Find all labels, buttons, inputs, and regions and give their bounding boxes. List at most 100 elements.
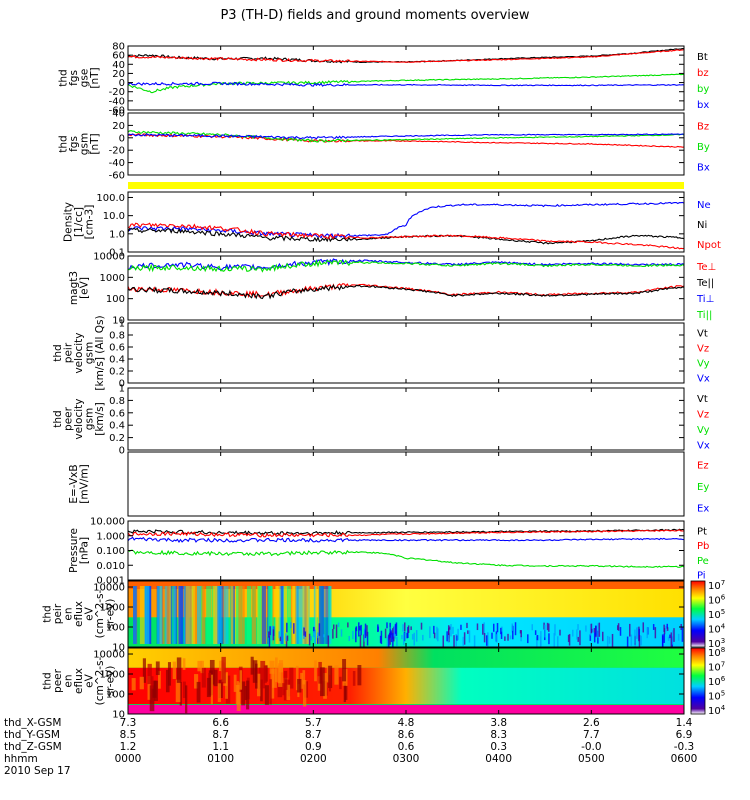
y-axis-label: thd	[57, 69, 69, 86]
spectrogram-streak	[175, 679, 181, 703]
ephemeris-label: thd_Y-GSM	[4, 729, 60, 741]
legend-vx: Vx	[697, 440, 710, 451]
ephemeris-value: -0.0	[581, 741, 602, 753]
y-axis-label: [nPa]	[78, 537, 90, 564]
spectrogram-noise	[348, 635, 351, 642]
spectrogram-streak	[296, 586, 301, 644]
spectrogram-streak	[334, 665, 339, 685]
ephemeris-value: 8.7	[305, 729, 322, 741]
spectrogram-noise	[681, 627, 684, 642]
spectrogram-noise	[531, 624, 534, 631]
spectrogram-streak	[241, 681, 246, 706]
series-bx	[127, 133, 685, 140]
spectrogram-streak	[302, 586, 305, 644]
spectrogram-noise	[642, 622, 645, 633]
legend-vt: Vt	[697, 394, 708, 405]
y-tick-label: 100.0	[96, 193, 125, 204]
y-tick-label: 10.0	[103, 211, 125, 222]
spectrogram-streak	[185, 586, 191, 644]
y-tick-label: 20	[112, 121, 125, 132]
spectrogram-streak	[179, 682, 182, 706]
ephemeris-value: 1.4	[676, 717, 693, 729]
spectrogram-noise	[404, 622, 406, 632]
y-axis-label: magt3	[68, 271, 80, 305]
spectrogram-noise	[595, 625, 597, 636]
spectrogram-streak	[155, 661, 160, 676]
spectrogram-streak	[172, 661, 177, 680]
spectrogram-streak	[133, 586, 138, 644]
spectrogram-noise	[460, 624, 462, 630]
spectrogram-noise	[452, 626, 454, 634]
spectrogram-noise	[352, 630, 354, 640]
ephemeris-value: 8.6	[398, 729, 415, 741]
panel-e-vxb: E=-VxB[mV/m] Ez Ey Ex	[68, 451, 709, 517]
spectrogram-noise	[593, 628, 596, 633]
spectrogram-streak	[131, 678, 136, 691]
spectrogram-noise	[673, 628, 675, 642]
spectrogram-noise	[406, 632, 408, 639]
spectrogram-noise	[437, 628, 439, 642]
spectrogram-noise	[303, 627, 305, 636]
spectrogram-noise	[462, 636, 465, 646]
spectrogram-noise	[304, 631, 307, 637]
spectrogram-noise	[671, 630, 674, 645]
spectrogram-noise	[492, 623, 495, 632]
spectrogram-noise	[463, 632, 466, 645]
spectrogram-noise	[606, 635, 609, 651]
spectrogram-streak	[283, 586, 288, 644]
legend-ey: Ey	[697, 482, 709, 493]
spectrogram-streak	[276, 586, 279, 644]
spectrogram-noise	[335, 624, 338, 639]
spectrogram-noise	[286, 635, 289, 641]
y-tick-label: -20	[109, 87, 125, 98]
ephemeris-value: 2.6	[583, 717, 600, 729]
spectrogram-streak	[179, 586, 184, 644]
spectrogram-noise	[638, 628, 640, 641]
spectrogram-noise	[626, 636, 629, 649]
spectrogram-noise	[401, 634, 403, 640]
ephemeris-label: thd_Z-GSM	[4, 741, 62, 753]
spectrogram-noise	[467, 630, 469, 634]
ephemeris-value: 0000	[115, 753, 142, 765]
spectrogram-noise	[308, 633, 311, 646]
spectrogram-noise	[572, 629, 574, 637]
spectrogram-noise	[483, 622, 485, 634]
spectrogram-streak	[321, 586, 325, 644]
spectrogram-streak	[142, 658, 146, 683]
y-tick-label: 10000	[93, 252, 125, 263]
y-tick-label: 100	[106, 690, 125, 701]
legend-pb: Pb	[697, 541, 709, 552]
spectrogram-noise	[337, 622, 340, 628]
y-axis-label: [mV/m]	[78, 464, 90, 503]
spectrogram-streak	[325, 586, 330, 644]
spectrogram-noise	[577, 624, 579, 630]
spectrogram-noise	[667, 636, 670, 641]
spectrogram-noise	[271, 626, 274, 641]
spectrogram-noise	[536, 636, 538, 647]
spectrogram-low	[128, 617, 684, 647]
spectrogram-noise	[447, 635, 450, 643]
spectrogram-noise	[436, 626, 438, 640]
panel-frame	[127, 191, 685, 253]
spectrogram-streak	[286, 586, 291, 644]
spectrogram-streak	[263, 665, 267, 684]
ephemeris-value: 0500	[578, 753, 605, 765]
spectrogram-noise	[314, 629, 317, 645]
spectrogram-noise	[553, 633, 555, 648]
spectrogram-noise	[507, 633, 509, 641]
spectrogram-noise	[677, 633, 680, 641]
spectrogram-streak	[149, 685, 155, 712]
colorbar-frame	[690, 580, 706, 648]
spectrogram-streak	[319, 586, 322, 644]
legend-vz: Vz	[697, 409, 709, 420]
spectrogram-noise	[456, 635, 458, 641]
legend-ti||: Ti||	[696, 310, 712, 321]
y-axis-label: sr-eV)	[105, 599, 117, 630]
ephemeris-value: 0200	[300, 753, 327, 765]
ephemeris-value: 7.7	[583, 729, 600, 741]
panel-frame	[127, 520, 685, 581]
spectrogram-streak	[197, 660, 202, 672]
spectrogram-noise	[597, 623, 599, 638]
